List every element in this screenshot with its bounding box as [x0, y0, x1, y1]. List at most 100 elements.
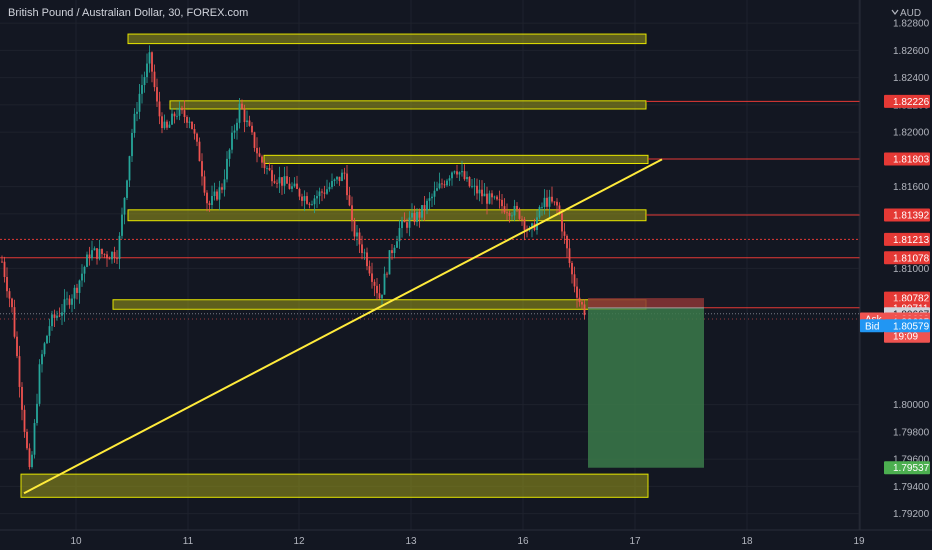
stop-loss-zone[interactable]: [588, 298, 704, 308]
price-label-bid: 1.80579 Bid: [860, 319, 930, 333]
candle-body: [506, 212, 508, 214]
candle-body: [201, 161, 203, 177]
currency-selector[interactable]: AUD: [891, 8, 921, 19]
candle-body: [478, 189, 481, 194]
candle-body: [286, 176, 288, 184]
candle-body: [483, 193, 486, 197]
candle-body: [568, 248, 571, 263]
x-tick-label: 12: [293, 536, 305, 547]
candle-body: [501, 199, 503, 207]
candle-body: [113, 252, 116, 259]
candle-body: [546, 197, 548, 207]
candle-body: [221, 187, 223, 190]
candle-body: [163, 121, 166, 129]
candle-body: [558, 205, 561, 214]
y-tick-label: 1.79200: [893, 509, 930, 520]
candle-body: [326, 189, 328, 194]
candle-body: [111, 252, 113, 260]
candle-body: [466, 176, 468, 180]
price-label-bg: [884, 208, 930, 222]
candle-body: [468, 176, 471, 187]
x-tick-label: 13: [405, 536, 417, 547]
candle-body: [278, 177, 281, 184]
candle-body: [243, 108, 246, 123]
sr-zone[interactable]: [169, 100, 647, 110]
candle-body: [98, 248, 101, 259]
price-label-target: 1.79537: [884, 461, 930, 475]
candle-body: [43, 343, 46, 355]
short-position[interactable]: [588, 298, 704, 468]
x-tick-label: 19: [853, 536, 865, 547]
price-label-level: 1.81803: [884, 152, 930, 166]
trendline-group[interactable]: [23, 158, 663, 495]
price-label-level: 1.81213: [884, 232, 930, 246]
time-axis-panel[interactable]: [0, 530, 932, 550]
price-tag-text: Bid: [865, 321, 879, 332]
candle-body: [318, 191, 321, 197]
candle-body: [421, 205, 423, 218]
price-label-bg: [884, 152, 930, 166]
candle-body: [181, 107, 183, 111]
candle-body: [171, 113, 173, 125]
candle-body: [366, 252, 368, 267]
candle-body: [438, 183, 441, 189]
candle-body: [296, 183, 298, 189]
candle-body: [188, 121, 191, 123]
candle-body: [543, 197, 546, 207]
candle-body: [398, 228, 401, 242]
x-tick-label: 18: [741, 536, 753, 547]
sr-zone[interactable]: [20, 473, 649, 498]
candle-body: [443, 184, 446, 186]
candle-body: [81, 273, 83, 281]
candle-body: [353, 221, 356, 237]
candle-body: [473, 185, 476, 187]
sr-zone[interactable]: [263, 154, 649, 164]
price-label-text: 1.80579: [893, 321, 930, 332]
price-label-bg: [884, 461, 930, 475]
candle-body: [523, 219, 526, 230]
candle-body: [541, 206, 543, 208]
candle-body: [166, 121, 168, 128]
candle-body: [261, 156, 263, 163]
candle-body: [31, 454, 33, 468]
candle-body: [446, 180, 448, 186]
candle-body: [193, 129, 196, 134]
y-tick-label: 1.81000: [893, 264, 930, 275]
candle-body: [68, 298, 71, 305]
candle-body: [293, 183, 296, 187]
candle-body: [531, 223, 533, 229]
candle-body: [306, 196, 308, 204]
price-label-text: 1.81213: [893, 235, 930, 246]
candle-body: [316, 196, 318, 199]
candle-body: [211, 195, 213, 206]
take-profit-zone[interactable]: [588, 307, 704, 468]
candle-body: [73, 287, 76, 299]
chevron-down-icon: [891, 9, 899, 15]
sr-zone[interactable]: [127, 209, 647, 222]
candle-body: [183, 110, 186, 117]
candle-body: [441, 183, 443, 185]
candle-body: [133, 113, 136, 133]
candle-body: [238, 103, 241, 123]
sr-zone[interactable]: [127, 33, 647, 45]
zones: [20, 33, 649, 498]
candle-body: [391, 250, 393, 254]
y-tick-label: 1.82600: [893, 46, 930, 57]
candle-body: [233, 130, 236, 133]
candle-body: [126, 180, 128, 198]
trendline[interactable]: [23, 158, 663, 495]
candle-body: [256, 147, 258, 154]
candle-body: [121, 214, 123, 236]
candle-body: [196, 133, 198, 142]
candle-body: [251, 125, 253, 133]
price-label-bg: [884, 319, 930, 333]
candle-body: [411, 212, 413, 218]
candle-body: [148, 52, 151, 64]
candle-body: [91, 250, 93, 259]
candle-body: [516, 205, 518, 209]
candle-body: [393, 247, 396, 254]
candle-body: [168, 124, 171, 128]
candle-body: [576, 286, 578, 298]
price-axis-panel[interactable]: [860, 0, 932, 530]
